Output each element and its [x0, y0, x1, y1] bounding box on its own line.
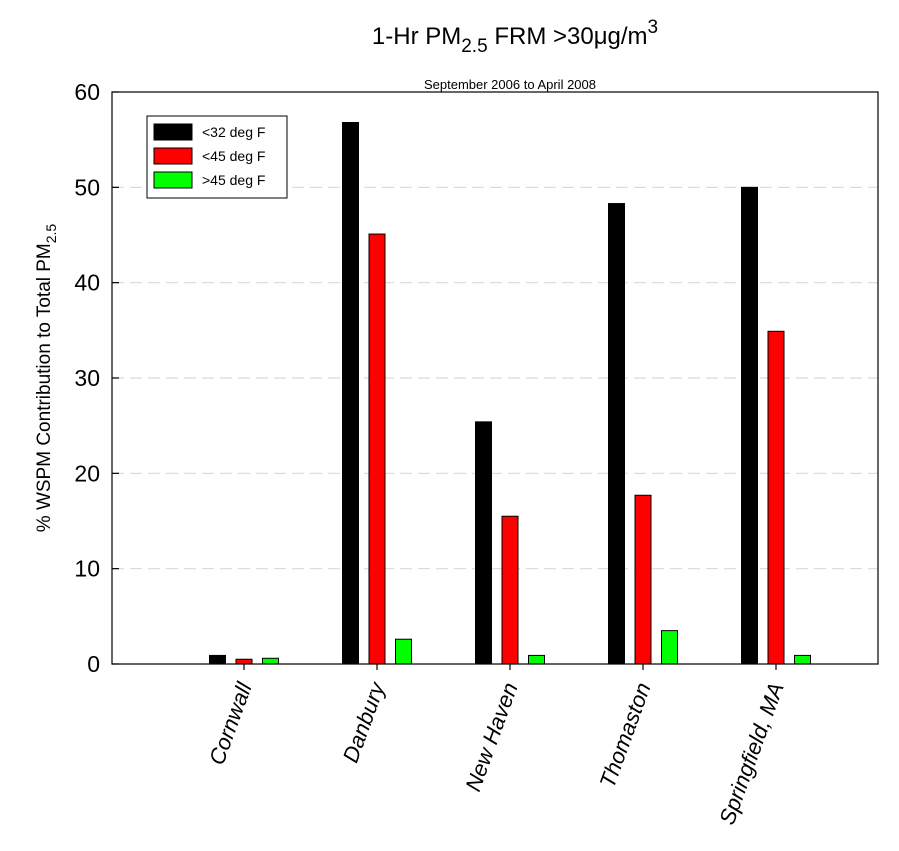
- legend-swatch: [153, 171, 193, 189]
- bar-new-haven-series-1: [475, 421, 492, 665]
- y-tick-label: 60: [74, 79, 100, 105]
- y-tick-label: 40: [74, 270, 100, 296]
- bar-cornwall-series-2: [235, 658, 253, 665]
- bar-cornwall-series-1: [209, 654, 226, 665]
- legend: <32 deg F <45 deg F >45 deg F: [146, 115, 288, 199]
- bar-springfield-ma-series-2: [767, 330, 785, 665]
- bar-thomaston-series-3: [661, 630, 678, 665]
- bar-danbury-series-3: [395, 638, 412, 665]
- bar-new-haven-series-2: [501, 515, 519, 665]
- legend-label: <45 deg F: [202, 148, 265, 164]
- x-tick-label: Danbury: [338, 677, 391, 766]
- x-tick-label: Thomaston: [595, 679, 656, 791]
- y-tick-label: 50: [74, 174, 100, 200]
- x-tick-label: Springfield, MA: [714, 679, 789, 828]
- legend-swatch: [153, 123, 193, 141]
- bar-springfield-ma-series-3: [794, 654, 811, 665]
- bar-cornwall-series-3: [262, 657, 279, 665]
- chart-subtitle: September 2006 to April 2008: [424, 77, 596, 92]
- y-tick-label: 0: [87, 651, 100, 677]
- x-tick-label: Cornwall: [204, 678, 257, 768]
- y-axis-ticks: 0 10 20 30 40 50 60: [74, 79, 119, 677]
- legend-label: >45 deg F: [202, 172, 265, 188]
- bar-springfield-ma-series-1: [741, 186, 758, 665]
- bar-new-haven-series-3: [528, 654, 545, 665]
- legend-label: <32 deg F: [202, 124, 265, 140]
- x-tick-label: New Haven: [460, 679, 522, 794]
- y-tick-label: 20: [74, 460, 100, 486]
- y-tick-label: 10: [74, 556, 100, 582]
- bar-danbury-series-1: [342, 122, 359, 665]
- bars: [209, 122, 811, 665]
- y-tick-label: 30: [74, 365, 100, 391]
- bar-danbury-series-2: [368, 233, 386, 665]
- x-axis-ticks: Cornwall Danbury New Haven Thomaston Springf…: [204, 664, 789, 828]
- bar-thomaston-series-1: [608, 203, 625, 665]
- bar-thomaston-series-2: [634, 494, 652, 665]
- chart-title: 1-Hr PM2.5 FRM >30μg/m3: [372, 17, 658, 57]
- y-axis-label: % WSPM Contribution to Total PM2.5: [34, 224, 59, 533]
- gridlines: [112, 186, 878, 570]
- legend-swatch: [153, 147, 193, 165]
